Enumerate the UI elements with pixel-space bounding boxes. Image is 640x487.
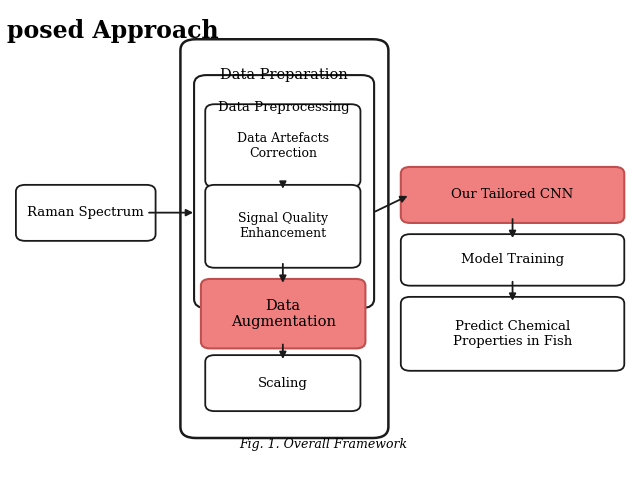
FancyBboxPatch shape xyxy=(180,39,388,438)
FancyBboxPatch shape xyxy=(194,75,374,308)
Text: posed Approach: posed Approach xyxy=(6,19,218,43)
FancyBboxPatch shape xyxy=(205,185,360,268)
FancyBboxPatch shape xyxy=(205,355,360,411)
Text: Scaling: Scaling xyxy=(258,376,308,390)
Text: Raman Spectrum: Raman Spectrum xyxy=(28,206,144,219)
FancyBboxPatch shape xyxy=(205,104,360,187)
FancyBboxPatch shape xyxy=(201,279,365,348)
FancyBboxPatch shape xyxy=(401,234,624,286)
FancyBboxPatch shape xyxy=(401,297,624,371)
FancyBboxPatch shape xyxy=(401,167,624,223)
Text: Fig. 1. Overall Framework: Fig. 1. Overall Framework xyxy=(239,438,407,451)
Text: Our Tailored CNN: Our Tailored CNN xyxy=(451,188,573,202)
Text: Data Preparation: Data Preparation xyxy=(220,68,348,82)
Text: Data
Augmentation: Data Augmentation xyxy=(230,299,335,329)
Text: Signal Quality
Enhancement: Signal Quality Enhancement xyxy=(238,212,328,240)
FancyBboxPatch shape xyxy=(16,185,156,241)
Text: Predict Chemical
Properties in Fish: Predict Chemical Properties in Fish xyxy=(453,320,572,348)
Text: Model Training: Model Training xyxy=(461,253,564,266)
Text: Data Artefacts
Correction: Data Artefacts Correction xyxy=(237,131,329,160)
Text: Data Preprocessing: Data Preprocessing xyxy=(218,101,350,114)
